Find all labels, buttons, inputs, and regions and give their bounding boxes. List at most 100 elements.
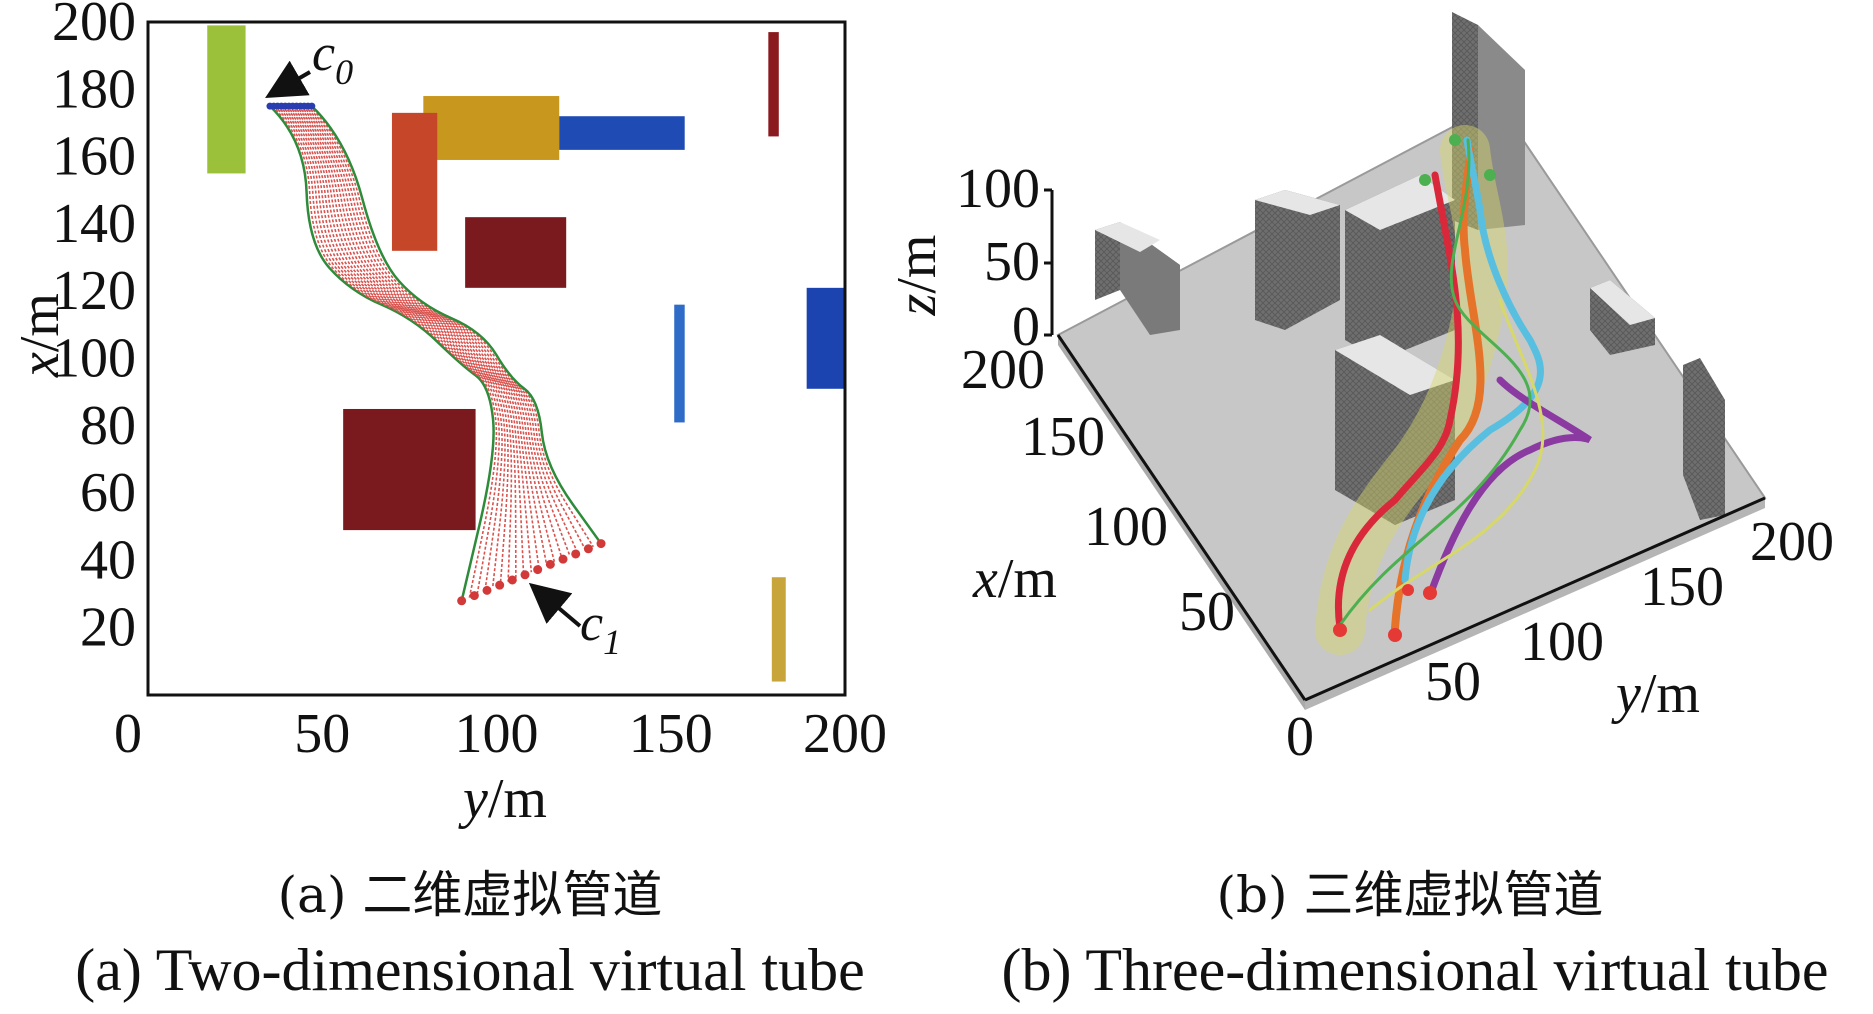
trajectory-3d-cyan — [1401, 136, 1544, 584]
obstacle-5 — [768, 32, 779, 137]
obstacle-group — [207, 25, 845, 682]
caption-b-zh: (b) 三维虚拟管道 — [1217, 866, 1604, 924]
tube-boundary — [269, 105, 495, 602]
end-point — [558, 554, 568, 564]
trajectory — [301, 105, 571, 557]
x-tick-50: 50 — [1179, 581, 1235, 643]
trajectory — [288, 105, 525, 576]
x-tick-label: 150 — [629, 703, 713, 765]
obstacle-4 — [465, 217, 567, 288]
y-tick-label: 200 — [52, 0, 136, 53]
y-tick-label: 100 — [52, 328, 136, 390]
x-tick-150: 150 — [1021, 406, 1105, 468]
ground-edge-right — [1305, 498, 1765, 710]
obstacle-7 — [674, 304, 685, 423]
z-tick-50: 50 — [984, 231, 1040, 293]
end-point — [583, 544, 593, 554]
tube-boundary — [310, 105, 603, 545]
obstacle-6 — [806, 287, 845, 389]
x-tick-label: 0 — [114, 703, 142, 765]
panel-b-3d-tube: 100 50 0 z/m 200 150 100 50 x/m 0 50 100… — [886, 12, 1834, 768]
trajectory — [306, 105, 587, 551]
y-tick-50: 50 — [1425, 651, 1481, 713]
y-tick-label: 20 — [80, 597, 136, 659]
obstacle-3 — [559, 116, 685, 150]
caption-b-en: (b) Three-dimensional virtual tube — [1002, 937, 1829, 1003]
trajectory — [276, 105, 503, 592]
end-point-2 — [1484, 169, 1496, 181]
end-point — [457, 596, 467, 606]
trajectory — [308, 105, 594, 548]
z-tick-0: 0 — [1012, 296, 1040, 358]
end-point — [495, 580, 505, 590]
end-point — [507, 575, 517, 585]
building-front-roof — [1335, 335, 1455, 395]
obstacle-2 — [391, 112, 438, 251]
end-point — [533, 565, 543, 575]
trajectory — [278, 105, 506, 589]
panel-a-2d-tube: 0 50 100 150 200 20406080100120140160180200 … — [9, 0, 887, 830]
c1-arrow — [528, 582, 582, 628]
caption-a-en: (a) Two-dimensional virtual tube — [75, 937, 865, 1003]
y-tick-label: 60 — [80, 462, 136, 524]
trajectory — [290, 105, 533, 573]
obstacle-0 — [207, 25, 246, 174]
building-left-slab-side — [1120, 222, 1180, 335]
trajectory — [294, 105, 548, 566]
tube-boundary-yellow — [1368, 298, 1545, 612]
building-center-roof — [1345, 175, 1455, 230]
x-tick-100: 100 — [1084, 496, 1168, 558]
x-tick-200: 200 — [961, 339, 1045, 401]
c0-label: c0 — [312, 25, 353, 92]
x-tick-label: 100 — [455, 703, 539, 765]
caption-a-zh: (a) 二维虚拟管道 — [278, 866, 663, 924]
y-axis-line — [1304, 496, 1766, 702]
end-point — [596, 539, 606, 549]
trajectory — [274, 105, 500, 595]
y-tick-label: 160 — [52, 126, 136, 188]
obstacle-1 — [423, 96, 560, 160]
building-left-roof — [1095, 222, 1160, 252]
trajectory — [299, 105, 564, 560]
obstacle-8 — [343, 408, 476, 531]
c0-arrow — [265, 60, 312, 99]
trajectory — [285, 105, 517, 579]
plot-frame — [146, 20, 847, 697]
start-point — [308, 102, 316, 110]
trajectory-3d-red — [1335, 171, 1462, 632]
trajectory-group — [269, 105, 603, 602]
y-tick-label: 40 — [80, 529, 136, 591]
c1-label: c1 — [580, 595, 621, 662]
start-point-1 — [1333, 623, 1347, 637]
y-tick-150: 150 — [1640, 556, 1724, 618]
x-axis-line — [1056, 334, 1307, 701]
start-point-3 — [1423, 586, 1437, 600]
x-axis-label-3d: x/m — [972, 548, 1057, 610]
start-point-4 — [1402, 584, 1414, 596]
trajectory — [271, 105, 498, 598]
y-tick-200: 200 — [1750, 511, 1834, 573]
trajectory-3d-purple — [1426, 376, 1592, 599]
x-tick-labels: 0 50 100 150 200 — [114, 703, 887, 765]
obstacle-9 — [771, 577, 786, 682]
start-point-2 — [1388, 628, 1402, 642]
z-axis — [1044, 188, 1054, 337]
end-point — [571, 549, 581, 559]
end-point — [482, 585, 492, 595]
building-center-left — [1255, 190, 1340, 330]
y-tick-label: 180 — [52, 58, 136, 120]
end-point-3 — [1419, 174, 1431, 186]
z-tick-100: 100 — [956, 158, 1040, 220]
end-point — [520, 570, 530, 580]
endpoint-group — [266, 102, 606, 606]
x-axis-label: y/m — [458, 768, 547, 830]
trajectory — [304, 105, 579, 554]
y-axis-label-3d: y/m — [1611, 663, 1700, 725]
buildings — [1095, 12, 1725, 525]
building-center-left-roof — [1255, 190, 1340, 215]
end-point — [469, 591, 479, 601]
building-right-wall — [1683, 358, 1725, 520]
tube-boundary-green — [1338, 138, 1532, 627]
